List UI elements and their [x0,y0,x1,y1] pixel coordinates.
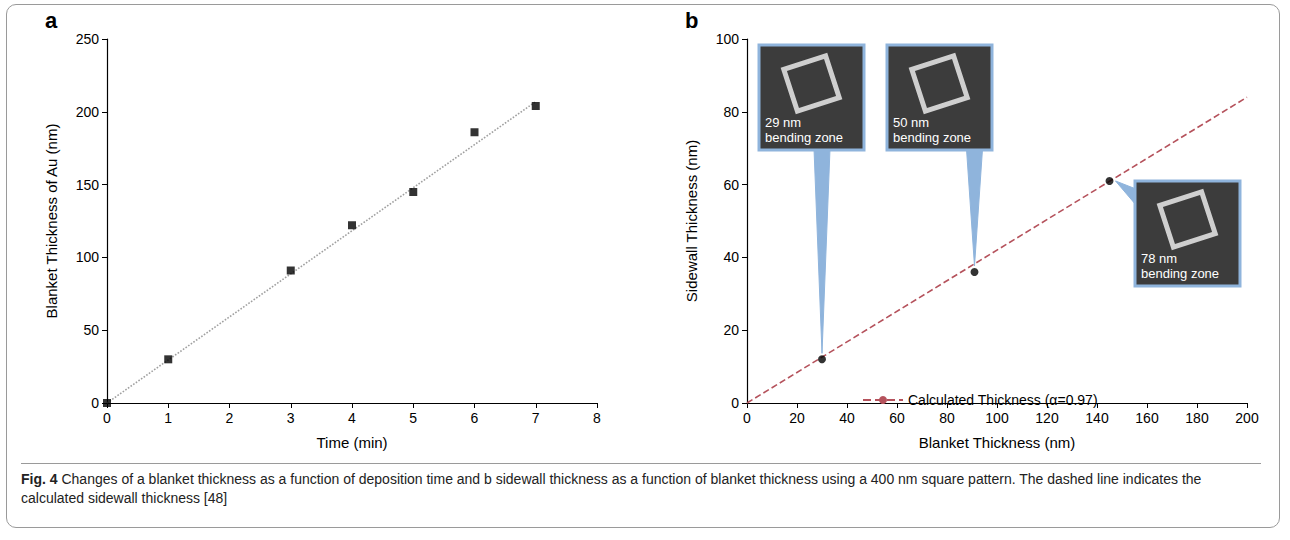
svg-text:3: 3 [287,410,295,426]
svg-text:b: b [685,8,698,33]
svg-text:50 nm: 50 nm [893,115,929,130]
svg-text:100: 100 [716,31,740,47]
svg-text:160: 160 [1135,410,1159,426]
svg-text:150: 150 [76,177,100,193]
html-text:Fig. 4 Changes of a blanket th: Fig. 4 Changes of a blanket thickness as… [21,471,1202,506]
svg-text:a: a [45,8,58,33]
svg-text:80: 80 [723,104,739,120]
svg-text:0: 0 [731,395,739,411]
svg-text:50: 50 [83,322,99,338]
svg-text:100: 100 [76,249,100,265]
svg-text:4: 4 [348,410,356,426]
svg-text:0: 0 [103,410,111,426]
svg-text:Time (min): Time (min) [316,434,387,451]
svg-text:140: 140 [1085,410,1109,426]
svg-text:bending zone: bending zone [1141,266,1219,281]
svg-text:2: 2 [226,410,234,426]
svg-text:180: 180 [1185,410,1209,426]
svg-text:Calculated Thickness (α=0.97): Calculated Thickness (α=0.97) [908,392,1098,408]
svg-text:5: 5 [409,410,417,426]
svg-text:78 nm: 78 nm [1141,251,1177,266]
svg-text:20: 20 [723,322,739,338]
svg-text:0: 0 [91,395,99,411]
svg-text:120: 120 [1035,410,1059,426]
svg-text:1: 1 [164,410,172,426]
svg-text:100: 100 [985,410,1009,426]
svg-text:bending zone: bending zone [893,130,971,145]
svg-text:6: 6 [471,410,479,426]
svg-text:0: 0 [743,410,751,426]
svg-text:200: 200 [76,104,100,120]
svg-text:29 nm: 29 nm [765,115,801,130]
svg-text:7: 7 [532,410,540,426]
svg-text:200: 200 [1235,410,1259,426]
svg-text:60: 60 [889,410,905,426]
svg-text:250: 250 [76,31,100,47]
svg-text:60: 60 [723,177,739,193]
svg-text:Blanket Thickness of Au (nm): Blanket Thickness of Au (nm) [43,124,60,319]
svg-text:80: 80 [939,410,955,426]
svg-text:Blanket Thickness (nm): Blanket Thickness (nm) [919,434,1075,451]
svg-text:40: 40 [723,249,739,265]
svg-text:40: 40 [839,410,855,426]
svg-text:bending zone: bending zone [765,130,843,145]
svg-text:20: 20 [789,410,805,426]
svg-text:8: 8 [593,410,601,426]
svg-text:Sidewall Thickness (nm): Sidewall Thickness (nm) [683,140,700,302]
